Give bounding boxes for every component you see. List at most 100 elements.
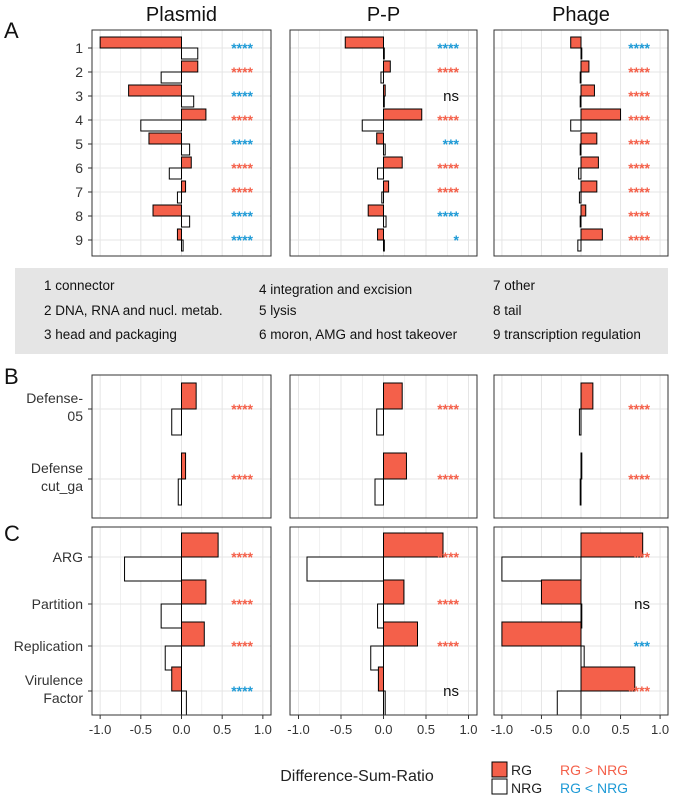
bar-nrg: [181, 690, 187, 716]
column-title-0: Plasmid: [146, 4, 217, 26]
bar-rg: [181, 60, 199, 73]
bar-rg: [148, 132, 182, 145]
y-category-label: Defense- 05: [26, 390, 83, 424]
significance-label: ****: [231, 208, 253, 224]
bar-nrg: [376, 408, 385, 436]
bar-rg: [383, 621, 418, 647]
x-tick-label: 1.0: [459, 722, 477, 737]
significance-label: ****: [231, 136, 253, 152]
y-category-label: 7: [75, 184, 83, 200]
y-category-line: 05: [67, 408, 83, 424]
x-tick-label: -1.0: [89, 722, 111, 737]
legend-label-nrg: NRG: [511, 780, 542, 796]
bar-nrg: [579, 143, 582, 156]
panel-A-col-Phage: **** **** **** **** **** **** **** **** ****: [493, 29, 669, 257]
bar-rg: [580, 228, 603, 241]
bar-rg: [344, 36, 384, 49]
y-category-line: 2: [75, 64, 83, 80]
y-category-line: 4: [75, 112, 83, 128]
bar-nrg: [181, 143, 191, 156]
category-legend-item-7: 7 other: [493, 278, 536, 293]
significance-label: ****: [231, 88, 253, 104]
significance-label: ****: [628, 401, 650, 417]
panel-frame: [91, 374, 272, 519]
significance-label: ***: [634, 549, 651, 565]
y-category-label: 1: [75, 40, 83, 56]
x-tick-label: 0.0: [374, 722, 392, 737]
panel-C-col-Phage: ***ns*******-1.0 -0.5 0.0 0.5 1.0: [491, 526, 669, 737]
bar-nrg: [580, 47, 583, 60]
x-tick-label: 0.0: [572, 722, 590, 737]
x-axis-label: Difference-Sum-Ratio: [280, 768, 434, 785]
panel-C-col-P-P: **** **** **** ns -1.0 -0.5 0.0 0.5 1.0: [287, 526, 478, 737]
category-legend-item-5: 5 lysis: [259, 303, 297, 318]
bar-nrg: [181, 215, 191, 228]
bar-nrg: [374, 478, 384, 506]
category-legend-item-2: 2 DNA, RNA and nucl. metab.: [44, 303, 223, 318]
bar-nrg: [580, 645, 585, 671]
significance-label: ****: [437, 471, 459, 487]
bar-rg: [580, 84, 595, 97]
bar-rg: [580, 204, 587, 217]
bar-nrg: [140, 119, 182, 132]
bar-rg: [181, 452, 187, 480]
category-legend-item-1: 1 connector: [44, 278, 115, 293]
bar-rg: [383, 452, 407, 480]
y-category-line: cut_ga: [41, 478, 83, 494]
x-tick-label: 1.0: [254, 722, 272, 737]
significance-label: ****: [628, 136, 650, 152]
x-tick-label: 1.0: [651, 722, 669, 737]
bar-nrg: [579, 71, 582, 84]
bar-rg: [501, 621, 582, 647]
panel-letter-B: B: [4, 364, 19, 389]
y-category-label: 9: [75, 232, 83, 248]
significance-label: ****: [628, 184, 650, 200]
significance-label: ****: [231, 64, 253, 80]
significance-label: ***: [634, 638, 651, 654]
significance-label: ****: [231, 549, 253, 565]
significance-label: ****: [231, 184, 253, 200]
x-tick-label: -1.0: [287, 722, 309, 737]
significance-label: ****: [628, 232, 650, 248]
y-category-line: 8: [75, 208, 83, 224]
panel-frame: [493, 374, 669, 519]
significance-label: ****: [628, 64, 650, 80]
bar-nrg: [306, 556, 384, 582]
significance-label: ****: [628, 471, 650, 487]
significance-label: ****: [628, 160, 650, 176]
bar-nrg: [579, 95, 582, 108]
bar-rg: [383, 382, 403, 410]
panel-B-col-P-P: **** ****: [289, 374, 478, 519]
x-tick-label: 0.5: [417, 722, 435, 737]
significance-label: ****: [437, 64, 459, 80]
y-category-label: 4: [75, 112, 83, 128]
bar-rg: [580, 180, 598, 193]
significance-label: ****: [231, 596, 253, 612]
panel-C-col-Plasmid: **** **** **** **** -1.0 -0.5 0.0 0.5 1.0: [89, 526, 272, 737]
bar-nrg: [383, 239, 385, 252]
bar-nrg: [578, 191, 582, 204]
bar-rg: [580, 132, 598, 145]
bar-rg: [580, 60, 590, 73]
panel-B-col-Plasmid: **** ****: [91, 374, 272, 519]
panel-frame: [289, 29, 478, 257]
bar-nrg: [377, 167, 384, 180]
bar-nrg: [383, 215, 387, 228]
bar-nrg: [160, 603, 182, 629]
y-category-line: Partition: [32, 596, 83, 612]
bar-nrg: [176, 191, 183, 204]
significance-label: ****: [437, 596, 459, 612]
significance-label: ****: [231, 401, 253, 417]
y-category-label: Virulence Factor: [25, 672, 83, 706]
bar-nrg: [370, 645, 384, 671]
column-title-2: Phage: [552, 4, 610, 26]
significance-label: ns: [634, 596, 650, 613]
y-category-line: 6: [75, 160, 83, 176]
bar-rg: [540, 579, 582, 605]
bar-nrg: [383, 47, 385, 60]
category-legend-item-4: 4 integration and excision: [259, 282, 412, 297]
bar-nrg: [377, 603, 384, 629]
y-category-line: Defense-: [26, 390, 83, 406]
x-tick-label: 0.0: [172, 722, 190, 737]
